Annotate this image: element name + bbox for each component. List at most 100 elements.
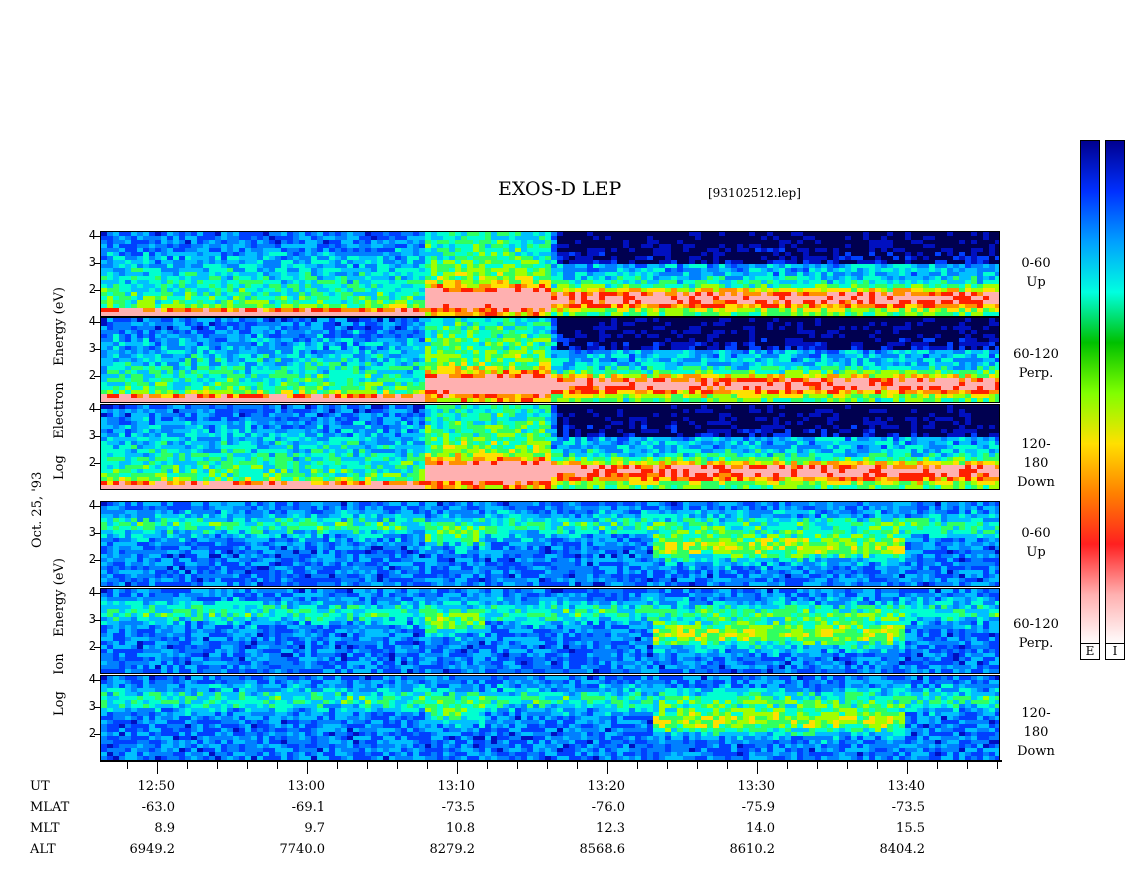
- spectrogram-cell: [773, 252, 779, 256]
- spectrogram-cell: [239, 276, 245, 280]
- spectrogram-cell: [407, 284, 413, 288]
- spectrogram-cell: [413, 268, 419, 272]
- spectrogram-cell: [485, 236, 491, 240]
- spectrogram-cell: [521, 342, 527, 346]
- spectrogram-cell: [317, 398, 323, 402]
- spectrogram-cell: [827, 276, 833, 280]
- spectrogram-cell: [521, 236, 527, 240]
- spectrogram-cell: [515, 288, 521, 292]
- spectrogram-cell: [785, 268, 791, 272]
- spectrogram-cell: [407, 276, 413, 280]
- spectrogram-cell: [431, 248, 437, 252]
- spectrogram-cell: [119, 334, 125, 338]
- spectrogram-cell: [395, 236, 401, 240]
- spectrogram-cell: [107, 346, 113, 350]
- spectrogram-cell: [947, 232, 953, 236]
- spectrogram-cell: [173, 370, 179, 374]
- spectrogram-cell: [215, 374, 221, 378]
- spectrogram-cell: [947, 240, 953, 244]
- spectrogram-cell: [173, 256, 179, 260]
- spectrogram-cell: [419, 244, 425, 248]
- spectrogram-cell: [599, 260, 605, 264]
- spectrogram-cell: [425, 358, 431, 362]
- spectrogram-cell: [275, 272, 281, 276]
- spectrogram-cell: [947, 244, 953, 248]
- spectrogram-cell: [389, 394, 395, 398]
- spectrogram-cell: [713, 248, 719, 252]
- spectrogram-cell: [533, 236, 539, 240]
- spectrogram-cell: [257, 366, 263, 370]
- spectrogram-cell: [743, 300, 749, 304]
- spectrogram-cell: [383, 240, 389, 244]
- spectrogram-cell: [419, 232, 425, 236]
- spectrogram-cell: [989, 308, 995, 312]
- spectrogram-cell: [467, 354, 473, 358]
- spectrogram-cell: [389, 272, 395, 276]
- spectrogram-cell: [185, 236, 191, 240]
- spectrogram-cell: [353, 264, 359, 268]
- spectrogram-cell: [119, 256, 125, 260]
- spectrogram-cell: [839, 256, 845, 260]
- spectrogram-cell: [905, 236, 911, 240]
- spectrogram-cell: [377, 370, 383, 374]
- spectrogram-cell: [551, 312, 557, 316]
- spectrogram-cell: [305, 308, 311, 312]
- spectrogram-cell: [839, 280, 845, 284]
- spectrogram-cell: [293, 378, 299, 382]
- spectrogram-cell: [617, 288, 623, 292]
- spectrogram-cell: [611, 260, 617, 264]
- spectrogram-cell: [359, 264, 365, 268]
- spectrogram-cell: [287, 358, 293, 362]
- spectrogram-cell: [215, 292, 221, 296]
- spectrogram-cell: [299, 402, 305, 403]
- spectrogram-cell: [875, 312, 881, 316]
- spectrogram-cell: [395, 284, 401, 288]
- spectrogram-cell: [731, 292, 737, 296]
- spectrogram-cell: [995, 244, 999, 248]
- spectrogram-cell: [713, 276, 719, 280]
- spectrogram-cell: [389, 358, 395, 362]
- spectrogram-cell: [707, 292, 713, 296]
- spectrogram-cell: [323, 346, 329, 350]
- spectrogram-cell: [743, 260, 749, 264]
- spectrogram-cell: [101, 346, 107, 350]
- spectrogram-cell: [491, 390, 497, 394]
- spectrogram-cell: [833, 236, 839, 240]
- spectrogram-cell: [425, 394, 431, 398]
- spectrogram-cell: [371, 342, 377, 346]
- spectrogram-cell: [509, 378, 515, 382]
- spectrogram-cell: [557, 366, 563, 370]
- spectrogram-cell: [401, 358, 407, 362]
- spectrogram-cell: [395, 276, 401, 280]
- spectrogram-cell: [497, 260, 503, 264]
- spectrogram-cell: [173, 232, 179, 236]
- spectrogram-cell: [131, 330, 137, 334]
- spectrogram-cell: [563, 236, 569, 240]
- spectrogram-cell: [749, 284, 755, 288]
- spectrogram-cell: [911, 240, 917, 244]
- spectrogram-cell: [695, 308, 701, 312]
- spectrogram-cell: [539, 362, 545, 366]
- spectrogram-cell: [941, 288, 947, 292]
- spectrogram-cell: [521, 322, 527, 326]
- spectrogram-cell: [839, 284, 845, 288]
- spectrogram-cell: [245, 296, 251, 300]
- spectrogram-cell: [323, 354, 329, 358]
- spectrogram-cell: [407, 358, 413, 362]
- spectrogram-cell: [815, 256, 821, 260]
- spectrogram-cell: [719, 296, 725, 300]
- spectrogram-cell: [137, 312, 143, 316]
- spectrogram-cell: [647, 260, 653, 264]
- spectrogram-cell: [449, 284, 455, 288]
- spectrogram-cell: [875, 276, 881, 280]
- spectrogram-cell: [791, 272, 797, 276]
- spectrogram-cell: [803, 268, 809, 272]
- spectrogram-cell: [455, 370, 461, 374]
- spectrogram-cell: [515, 354, 521, 358]
- spectrogram-cell: [683, 248, 689, 252]
- spectrogram-cell: [101, 354, 107, 358]
- spectrogram-cell: [317, 280, 323, 284]
- spectrogram-cell: [119, 264, 125, 268]
- spectrogram-cell: [863, 272, 869, 276]
- spectrogram-cell: [263, 382, 269, 386]
